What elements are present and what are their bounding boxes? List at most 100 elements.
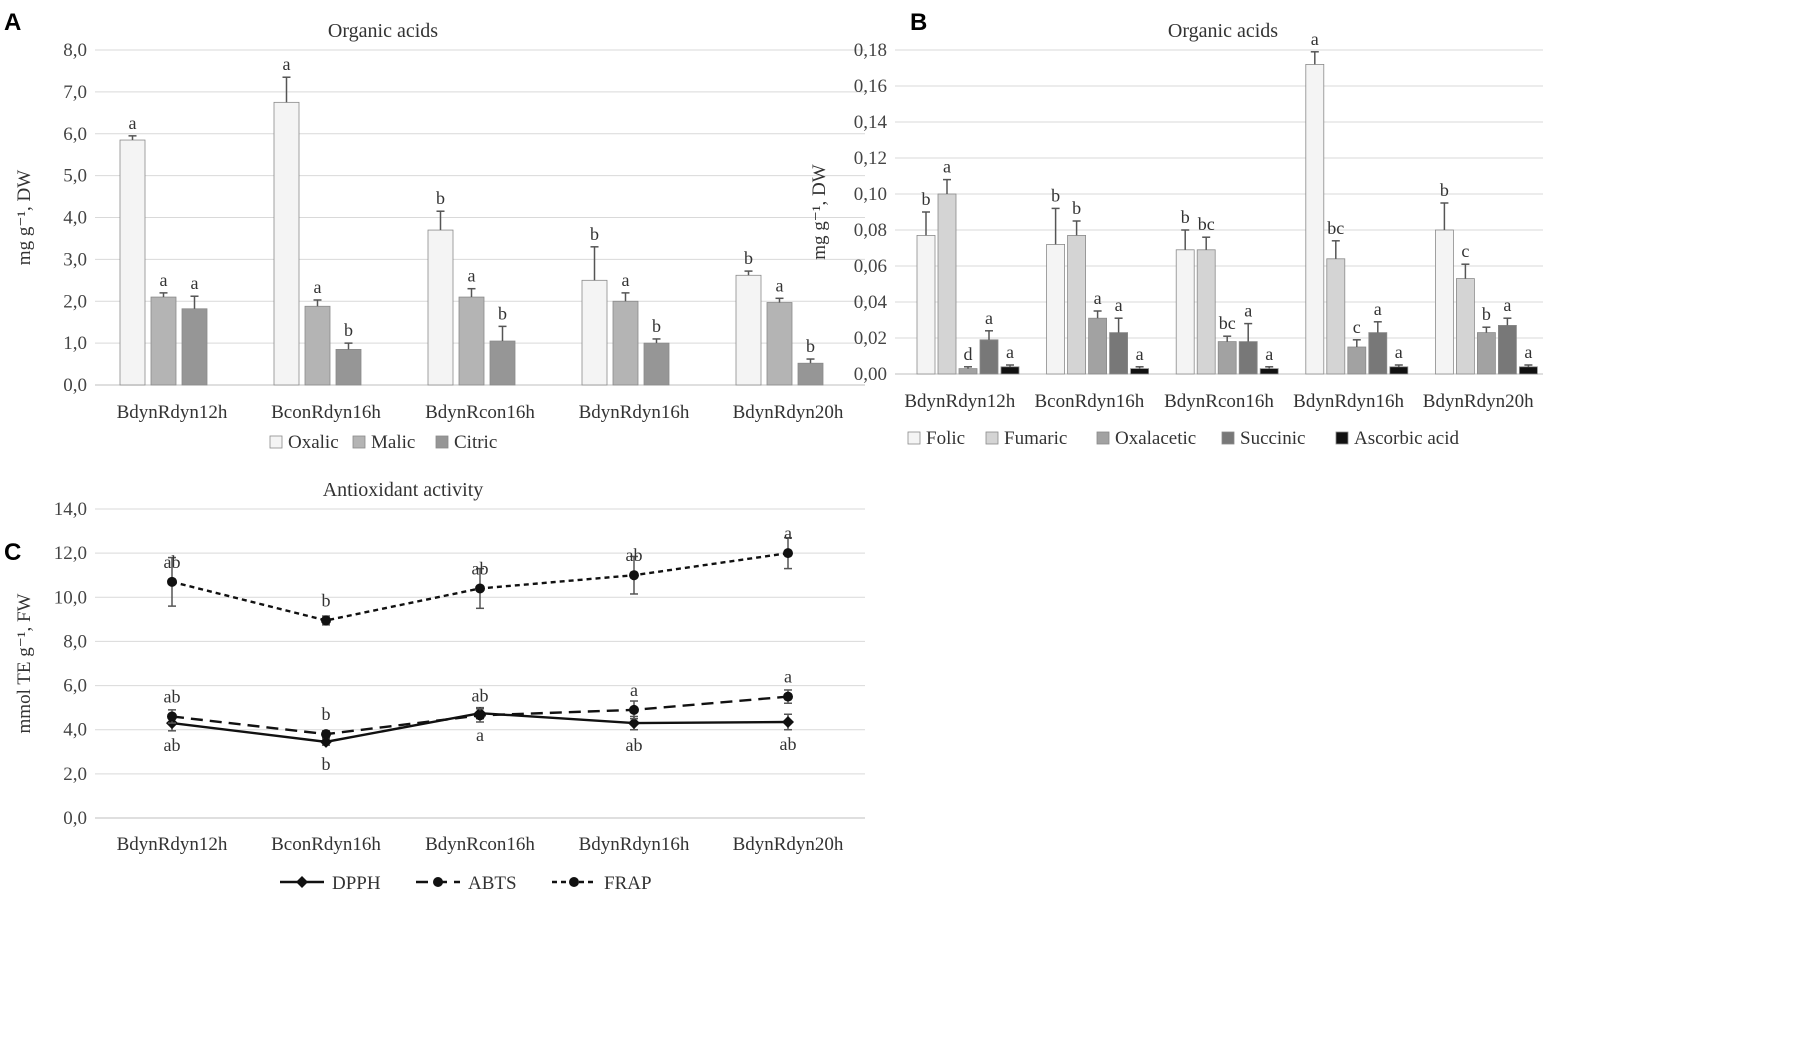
- x-tick-label: BdynRdyn12h: [904, 391, 1015, 412]
- bar-citric: [181, 308, 208, 386]
- significance-label: a: [985, 308, 993, 328]
- y-tick-label: 8,0: [63, 631, 87, 652]
- y-tick-label: 1,0: [63, 333, 87, 354]
- significance-label: a: [129, 113, 137, 133]
- y-tick-label: 3,0: [63, 249, 87, 270]
- x-tick-label: BdynRcon16h: [425, 834, 535, 855]
- significance-label: a: [468, 266, 476, 286]
- bar-folic: [1175, 249, 1195, 375]
- y-tick-label: 0,08: [854, 220, 887, 241]
- legend-label: ABTS: [468, 873, 517, 894]
- y-tick-label: 0,0: [63, 808, 87, 829]
- bar-succinic: [1109, 332, 1128, 375]
- bar-oxalic: [427, 229, 454, 386]
- data-point-abts: [167, 711, 177, 722]
- significance-label: b: [922, 189, 931, 209]
- y-axis-label: mg g⁻¹, DW: [14, 170, 35, 265]
- bar-oxalic: [273, 101, 300, 386]
- bar-malic: [304, 305, 331, 386]
- bar-oxalacetic: [958, 368, 978, 375]
- legend-label: FRAP: [604, 873, 652, 894]
- chart-title: Antioxidant activity: [323, 479, 484, 501]
- significance-label: a: [1503, 295, 1511, 315]
- data-point-frap: [167, 576, 177, 587]
- y-tick-label: 0,02: [854, 328, 887, 349]
- significance-label: a: [283, 54, 291, 74]
- significance-label: b: [1051, 185, 1060, 205]
- y-tick-label: 0,06: [854, 256, 887, 277]
- significance-label: b: [744, 248, 753, 268]
- bar-oxalacetic: [1347, 346, 1367, 375]
- bar-citric: [335, 349, 362, 386]
- significance-label: b: [344, 320, 353, 340]
- x-tick-label: BdynRdyn20h: [733, 834, 844, 855]
- bar-succinic: [1498, 324, 1517, 375]
- bar-oxalic: [735, 274, 762, 386]
- significance-label: ab: [164, 686, 181, 706]
- bar-oxalic: [119, 139, 146, 386]
- y-tick-label: 12,0: [54, 543, 87, 564]
- chart-c: Antioxidant activity 0,0 2,0 4,0 6,0 8,0 10,0 1…: [14, 479, 865, 894]
- legend-marker: [433, 877, 443, 887]
- y-tick-label: 0,0: [63, 375, 87, 396]
- x-tick-label: BconRdyn16h: [1035, 391, 1145, 412]
- bar-ascorbic-acid: [1519, 366, 1538, 375]
- y-tick-label: 0,00: [854, 364, 887, 385]
- significance-label: a: [1524, 342, 1532, 362]
- y-tick-label: 0,04: [854, 292, 888, 313]
- y-tick-label: 0,16: [854, 76, 887, 97]
- panel-label-c: C: [4, 539, 21, 566]
- bar-ascorbic-acid: [1000, 366, 1020, 375]
- data-point-frap: [783, 548, 793, 559]
- legend-label: Oxalic: [288, 432, 339, 453]
- chart-title: Organic acids: [1168, 20, 1278, 42]
- significance-label: a: [314, 277, 322, 297]
- bar-malic: [766, 302, 793, 386]
- y-tick-label: 0,14: [854, 112, 888, 133]
- significance-label: a: [776, 275, 784, 295]
- significance-label: a: [1265, 344, 1273, 364]
- y-axis-label: mmol TE g⁻¹, FW: [14, 593, 35, 733]
- x-tick-label: BdynRdyn16h: [579, 834, 690, 855]
- panel-label-b: B: [910, 9, 927, 36]
- significance-label: a: [1395, 342, 1403, 362]
- x-tick-label: BdynRcon16h: [1164, 391, 1274, 412]
- y-axis-label: mg g⁻¹, DW: [809, 164, 830, 259]
- legend-swatch: [435, 435, 449, 449]
- significance-label: a: [160, 270, 168, 290]
- panel-label-a: A: [4, 9, 21, 36]
- legend-marker: [569, 877, 579, 887]
- significance-label: a: [630, 680, 638, 700]
- significance-label: b: [652, 316, 661, 336]
- data-point-abts: [783, 691, 793, 702]
- y-tick-label: 4,0: [63, 720, 87, 741]
- y-tick-label: 0,18: [854, 40, 887, 61]
- y-tick-label: 5,0: [63, 166, 87, 187]
- bar-folic: [916, 234, 936, 375]
- bar-fumaric: [1456, 278, 1475, 375]
- data-point-dpph: [782, 715, 794, 728]
- significance-label: ab: [472, 558, 489, 578]
- significance-label: b: [322, 704, 331, 724]
- significance-label: c: [1353, 317, 1361, 337]
- y-tick-label: 4,0: [63, 208, 87, 229]
- significance-label: b: [1072, 198, 1081, 218]
- x-tick-label: BdynRdyn16h: [1293, 391, 1404, 412]
- y-tick-label: 0,10: [854, 184, 887, 205]
- significance-label: b: [1482, 304, 1491, 324]
- significance-label: bc: [1327, 218, 1344, 238]
- legend-label: Folic: [926, 428, 965, 449]
- chart-a: Organic acids 0,0 1,0 2,0 3,0 4,0 5,0 6,0 7,0 8,0…: [14, 20, 865, 453]
- y-tick-label: 2,0: [63, 764, 87, 785]
- y-tick-label: 2,0: [63, 291, 87, 312]
- significance-label: a: [1374, 299, 1382, 319]
- bar-malic: [150, 296, 177, 386]
- significance-label: ab: [472, 685, 489, 705]
- x-tick-label: BconRdyn16h: [271, 834, 381, 855]
- legend-label: Oxalacetic: [1115, 428, 1196, 449]
- bar-malic: [612, 300, 639, 386]
- data-point-dpph: [628, 717, 640, 730]
- y-tick-label: 6,0: [63, 124, 87, 145]
- chart-title: Organic acids: [328, 20, 438, 42]
